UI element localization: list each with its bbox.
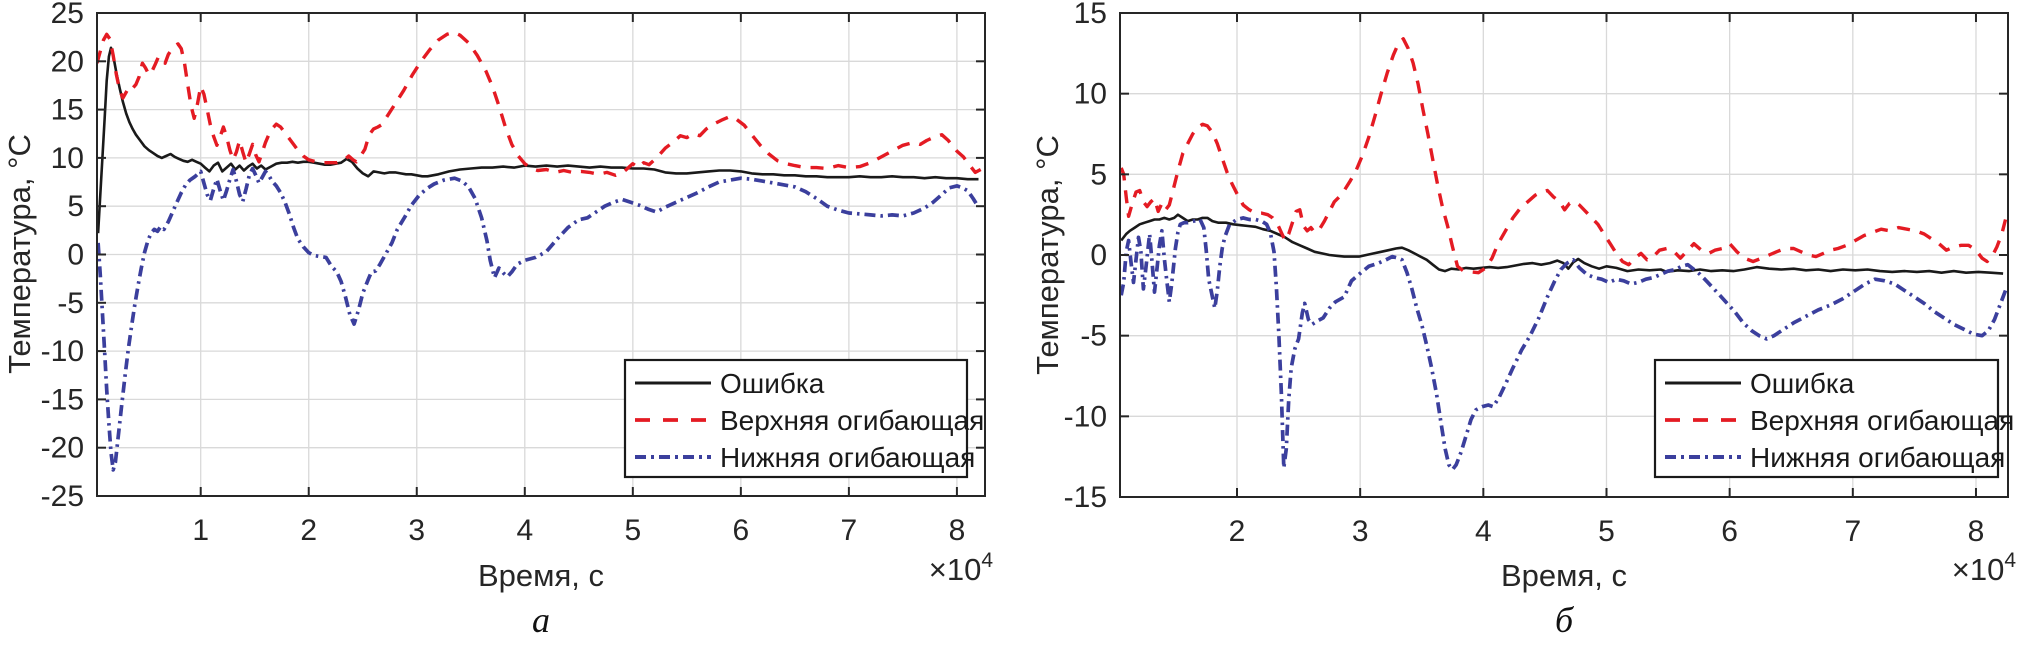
x-axis-label-a: Время, с <box>478 558 604 593</box>
y-tick-label: 25 <box>51 0 84 30</box>
legend-label: Ошибка <box>1750 368 1855 399</box>
y-tick-label: 20 <box>51 45 84 78</box>
legend-label: Нижняя огибающая <box>720 442 975 473</box>
chart-panel-b: 2 3 4 5 6 7 8 -15 -10 -5 0 5 10 15 Ошибка Верхняя огиба… <box>1010 0 2020 656</box>
y-axis-label-a: Температура, °C <box>2 134 37 374</box>
series-line-dashed <box>1120 37 2008 275</box>
y-tick-label: -5 <box>1080 320 1107 353</box>
legend-label: Нижняя огибающая <box>1750 442 2005 473</box>
series-line-dashdot <box>1120 216 2008 472</box>
x-tick-label: 2 <box>1229 515 1246 548</box>
x-axis-multiplier-b: ×104 <box>1952 549 2017 587</box>
x-tick-label: 4 <box>1475 515 1492 548</box>
y-tick-label: -10 <box>1064 400 1107 433</box>
y-tick-label: 5 <box>67 190 84 223</box>
x-tick-label: 3 <box>1352 515 1369 548</box>
y-tick-label: 5 <box>1090 158 1107 191</box>
multiplier-base-b: ×10 <box>1952 552 2005 587</box>
x-axis-multiplier-a: ×104 <box>929 549 994 587</box>
y-axis-label-b: Температура, °C <box>1030 135 1065 375</box>
legend-label: Верхняя огибающая <box>720 405 984 436</box>
x-tick-label: 1 <box>192 514 209 547</box>
chart-a-svg: 1 2 3 4 5 6 7 8 -25 -20 -15 -10 -5 0 5 10 15 20 25 Ошибка Ве… <box>2 0 994 640</box>
y-tick-label: -5 <box>57 287 84 320</box>
series-line-solid <box>1120 213 2004 275</box>
y-tick-label: 0 <box>67 239 84 272</box>
chart-panel-a: 1 2 3 4 5 6 7 8 -25 -20 -15 -10 -5 0 5 10 15 20 25 Ошибка Ве… <box>2 0 994 640</box>
multiplier-exponent-b: 4 <box>2004 549 2016 572</box>
series-line-solid <box>97 46 979 234</box>
y-tick-label: 15 <box>51 94 84 127</box>
y-tick-label: -25 <box>41 480 84 513</box>
x-tick-label: 2 <box>300 514 317 547</box>
plot-area-a: 1 2 3 4 5 6 7 8 -25 -20 -15 -10 -5 0 5 10 15 20 25 Ошибка Ве… <box>41 0 986 547</box>
y-tick-label: 10 <box>51 142 84 175</box>
x-tick-label: 5 <box>624 514 641 547</box>
panel-caption-b: б <box>1555 600 1575 640</box>
y-tick-label: -15 <box>41 383 84 416</box>
y-tick-label: -15 <box>1064 481 1107 514</box>
x-tick-label: 8 <box>949 514 966 547</box>
panel-caption-a: а <box>532 600 550 640</box>
legend-border <box>623 358 969 479</box>
x-tick-label: 3 <box>408 514 425 547</box>
plot-area-b: 2 3 4 5 6 7 8 -15 -10 -5 0 5 10 15 Ошибка Верхняя огиба… <box>1064 0 2015 548</box>
chart-b-svg: 2 3 4 5 6 7 8 -15 -10 -5 0 5 10 15 Ошибка Верхняя огиба… <box>1030 0 2017 640</box>
legend-border <box>1653 358 2000 479</box>
legend-box: Ошибка Верхняя огибающая Нижняя огибающая <box>1653 358 2014 479</box>
x-tick-label: 4 <box>516 514 533 547</box>
y-tick-label: -10 <box>41 335 84 368</box>
series-line-dashed <box>97 30 982 177</box>
x-tick-label: 6 <box>733 514 750 547</box>
x-tick-label: 8 <box>1968 515 1985 548</box>
x-tick-label: 7 <box>841 514 858 547</box>
legend-box: Ошибка Верхняя огибающая Нижняя огибающая <box>623 358 984 479</box>
y-tick-label: 10 <box>1074 78 1107 111</box>
series-line-dashdot <box>97 166 981 472</box>
y-tick-label: 0 <box>1090 239 1107 272</box>
legend-label: Верхняя огибающая <box>1750 405 2014 436</box>
y-tick-label: 15 <box>1074 0 1107 30</box>
x-tick-label: 6 <box>1721 515 1738 548</box>
x-tick-label: 5 <box>1598 515 1615 548</box>
x-tick-label: 7 <box>1844 515 1861 548</box>
multiplier-exponent-a: 4 <box>981 549 993 572</box>
multiplier-base-a: ×10 <box>929 552 982 587</box>
legend-label: Ошибка <box>720 368 825 399</box>
y-tick-label: -20 <box>41 432 84 465</box>
x-axis-label-b: Время, с <box>1501 558 1627 593</box>
